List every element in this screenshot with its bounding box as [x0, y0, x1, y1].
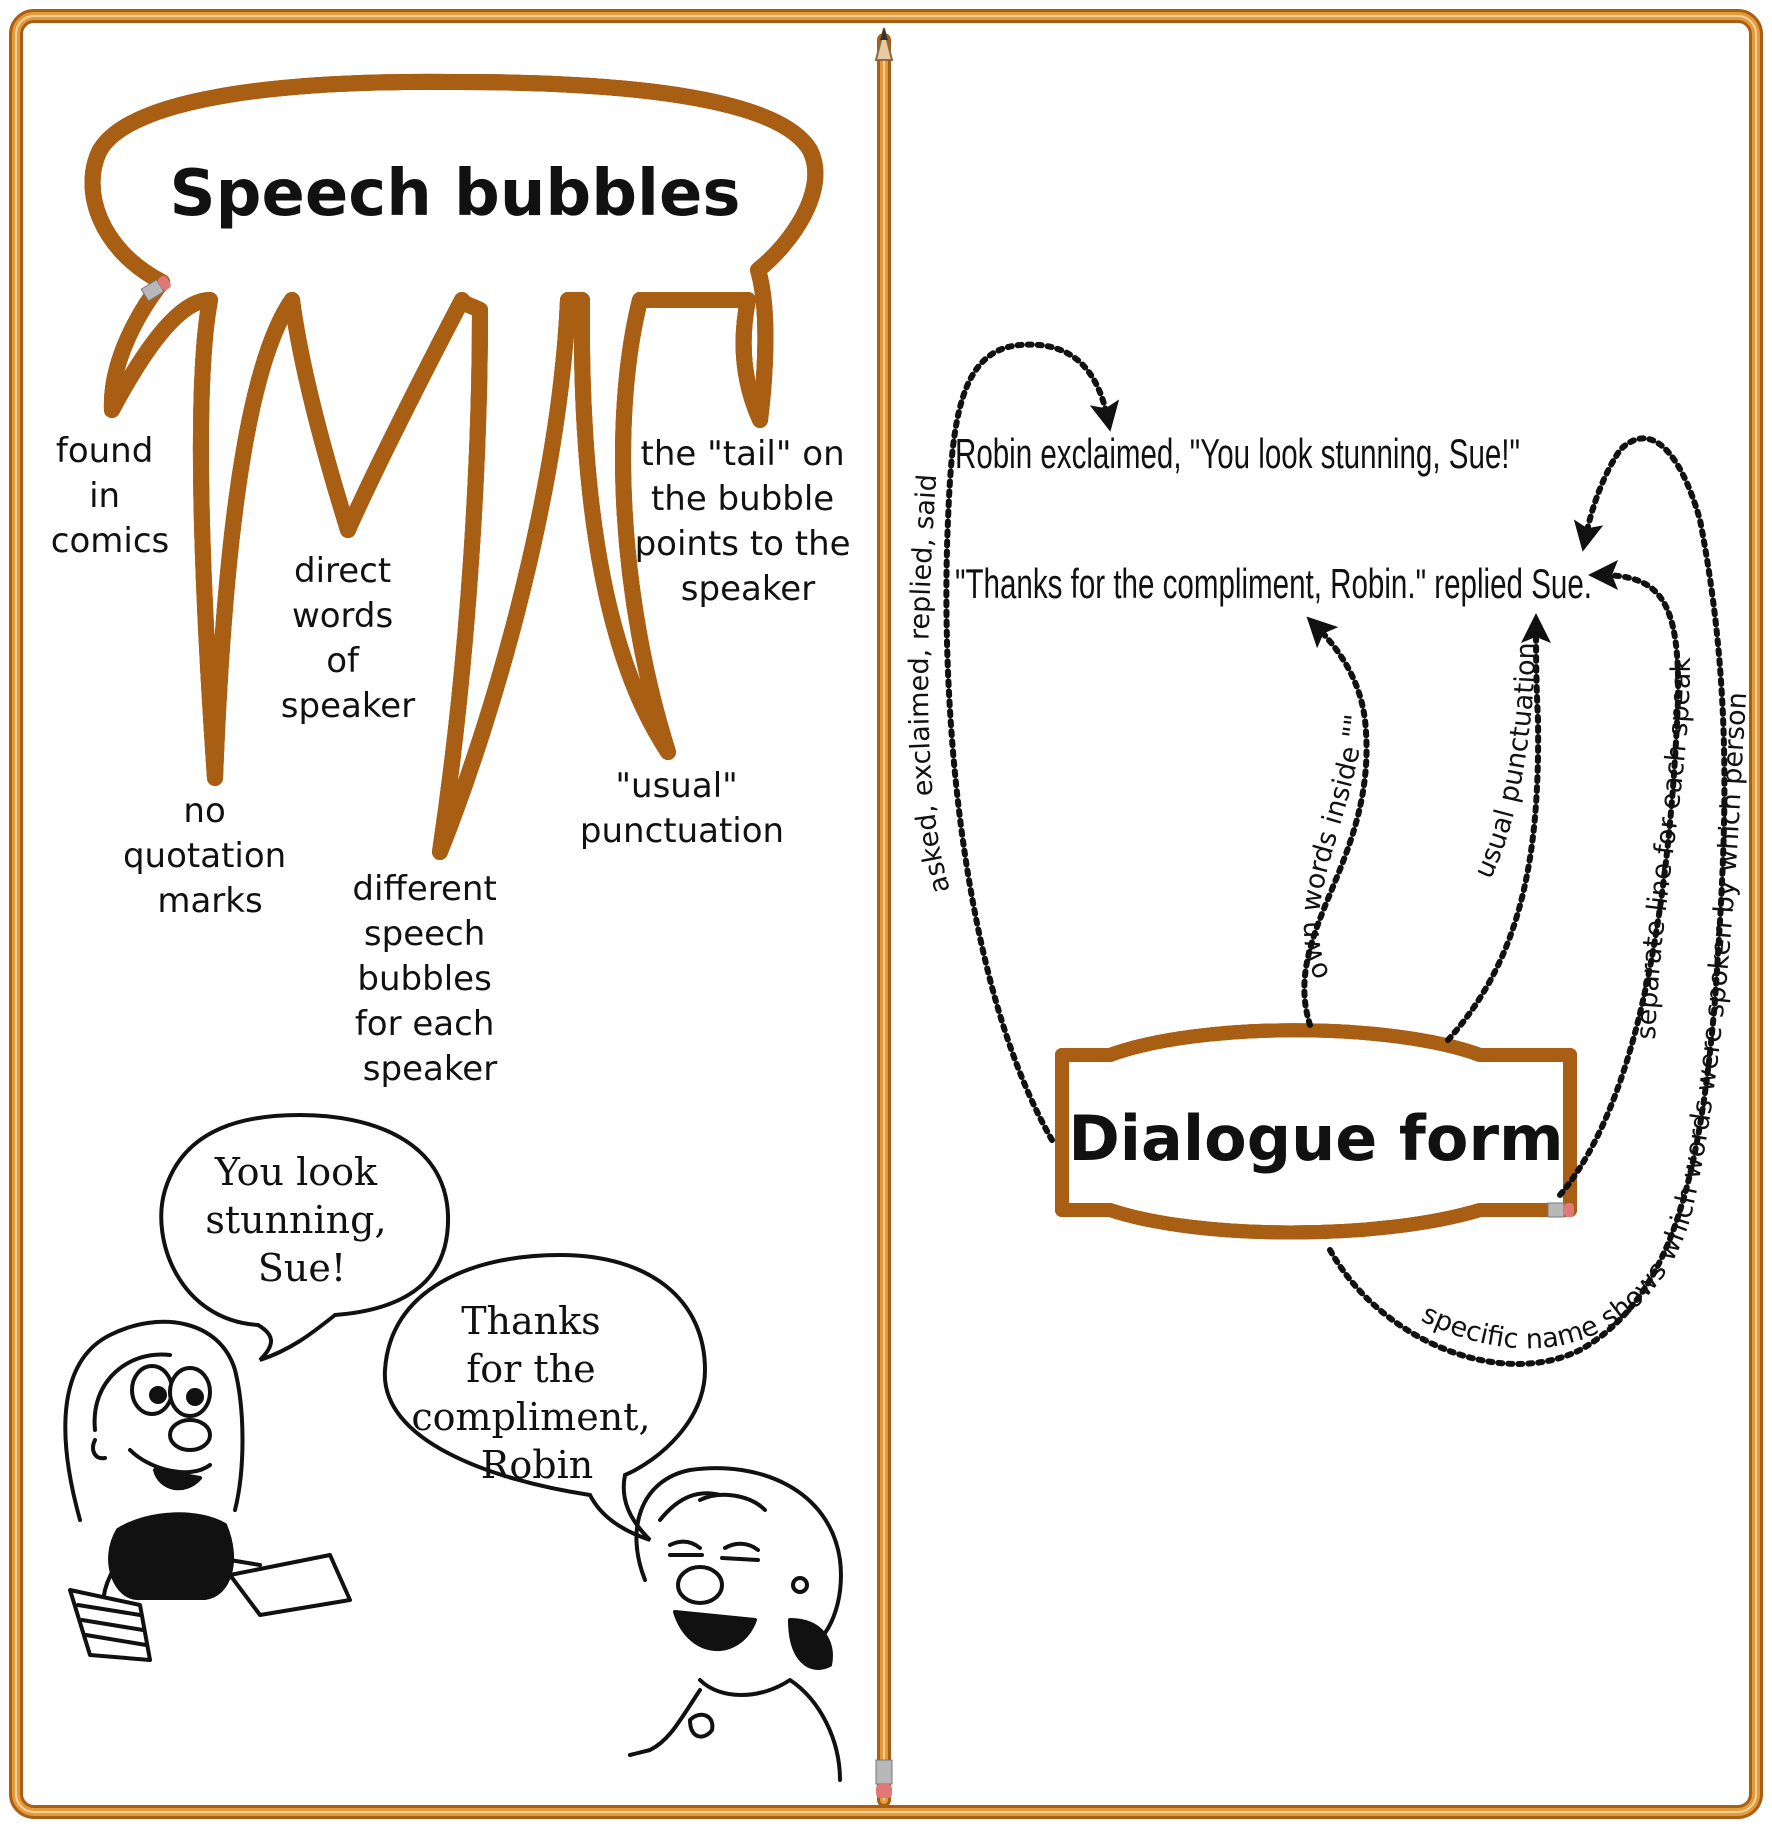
dotted-arrows: [943, 341, 1728, 1367]
dialogue-form-title: Dialogue form: [1068, 1102, 1563, 1175]
pencil-frame: [9, 9, 1763, 1819]
punctuation-arrow: [1445, 613, 1552, 1043]
comic-bubble-1-text: You look stunning, Sue!: [205, 1150, 398, 1290]
tail-label-found-in-comics: found in comics: [51, 431, 169, 561]
tail-labels: found in comics no quotation marks direc…: [51, 431, 862, 1089]
speech-bubbles-shape: [93, 82, 816, 860]
comic-bubble-2-text: Thanks for the compliment, Robin: [411, 1299, 662, 1487]
robin-character-illustration: [63, 1319, 352, 1662]
specific-name-arrow: [1327, 435, 1728, 1367]
own-words-label: own words inside "": [1295, 713, 1372, 985]
dialogue-form-frame: [1055, 1030, 1577, 1232]
verbs-arrow: [943, 341, 1120, 1143]
pencil-tip-icon: [874, 27, 894, 1798]
dialogue-sentence-1: Robin exclaimed, "You look stunning, Sue…: [955, 430, 1520, 477]
pencil-tip-icon: [1547, 1202, 1574, 1218]
own-words-arrow: [1301, 616, 1370, 1028]
sue-character-illustration: [628, 1466, 843, 1782]
separate-line-arrow: [1557, 560, 1682, 1198]
specific-name-label: specific name shows which words were spo…: [1417, 691, 1753, 1355]
tail-label-direct-words: direct words of speaker: [281, 551, 415, 726]
tail-label-no-quotation-marks: no quotation marks: [123, 791, 297, 921]
speech-bubbles-title: Speech bubbles: [170, 157, 741, 231]
pencil-tip-icon: [140, 275, 171, 302]
tail-label-usual-punctuation: "usual" punctuation: [580, 766, 784, 851]
tail-label-different-bubbles: different speech bubbles for each speake…: [352, 869, 507, 1089]
comic-speech-bubble-2: Thanks for the compliment, Robin: [382, 1252, 708, 1542]
dialogue-sentence-2: "Thanks for the compliment, Robin." repl…: [955, 560, 1592, 607]
comic-speech-bubble-1: You look stunning, Sue!: [159, 1112, 451, 1362]
tail-label-tail-points: the "tail" on the bubble points to the s…: [635, 434, 862, 609]
